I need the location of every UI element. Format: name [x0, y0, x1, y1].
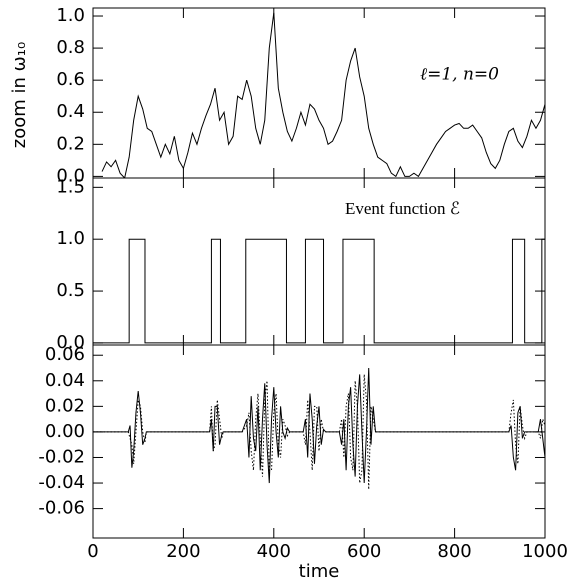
y-tick-label: 0.6: [56, 69, 85, 90]
y-tick-label: 0.00: [45, 421, 85, 442]
y-tick-label: 1.5: [56, 176, 85, 197]
x-tick-label: 600: [347, 541, 381, 562]
y-tick-label: 0.4: [56, 101, 85, 122]
x-axis-label: time: [299, 561, 340, 582]
plot-frame: [92, 344, 546, 539]
annotation: Event function ℰ: [345, 199, 460, 218]
x-tick-label: 400: [257, 541, 291, 562]
y-tick-label: 0.2: [56, 133, 85, 154]
x-tick-label: 200: [166, 541, 200, 562]
y-tick-label: 1.0: [56, 228, 85, 249]
y-tick-label: -0.06: [38, 498, 85, 519]
y-tick-label: 0.02: [45, 395, 85, 416]
data-line: [93, 374, 545, 490]
x-tick-label: 1000: [522, 541, 568, 562]
y-tick-label: 0.0: [56, 165, 85, 186]
y-tick-label: 0.06: [45, 344, 85, 365]
annotation: ℓ=1, n=0: [420, 65, 499, 85]
data-line: [101, 12, 545, 178]
data-line: [93, 367, 545, 484]
y-tick-label: 0.04: [45, 370, 85, 391]
y-tick-label: 1.0: [56, 5, 85, 26]
data-line: [93, 238, 545, 344]
y-tick-label: -0.02: [38, 446, 85, 467]
y-tick-label: 0.0: [56, 332, 85, 353]
y-tick-label: 0.8: [56, 37, 85, 58]
y-tick-label: 0.5: [56, 280, 85, 301]
x-tick-label: 800: [437, 541, 471, 562]
plot-frame: [92, 7, 546, 179]
y-axis-label: zoom in ω₁₀: [9, 42, 30, 148]
y-tick-label: -0.04: [38, 472, 85, 493]
x-tick-label: 0: [87, 541, 98, 562]
plot-frame: [92, 177, 546, 346]
